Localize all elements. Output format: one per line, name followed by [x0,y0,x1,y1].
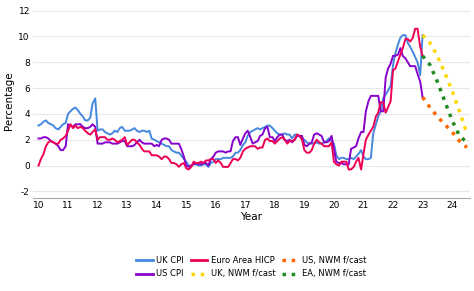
X-axis label: Year: Year [240,212,262,222]
Legend: UK CPI, US CPI, Euro Area HICP, UK, NWM f/cast, US, NWM f/cast, EA, NWM f/cast: UK CPI, US CPI, Euro Area HICP, UK, NWM … [136,256,366,278]
Y-axis label: Percentage: Percentage [4,72,14,130]
